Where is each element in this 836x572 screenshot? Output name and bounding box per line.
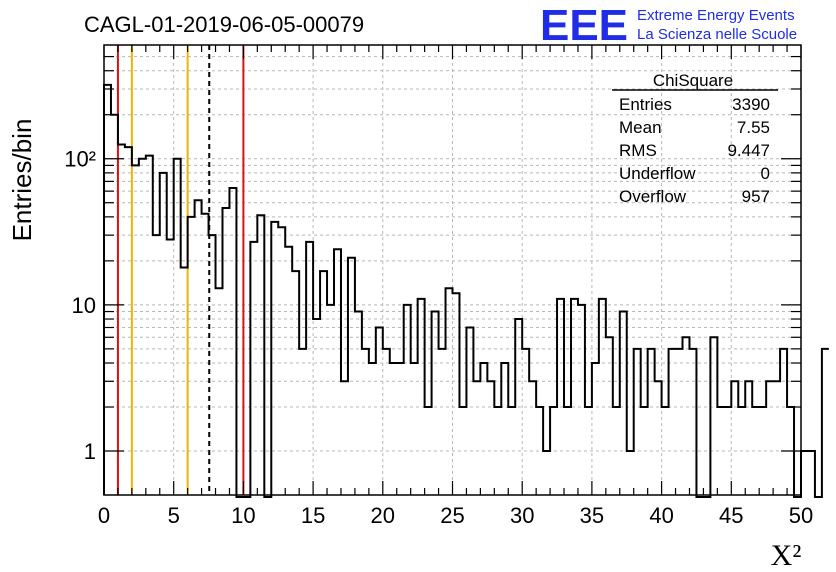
stats-value: 3390 — [732, 95, 770, 114]
y-tick-label: 10 — [72, 293, 96, 318]
stats-box: ChiSquare Entries 3390 Mean 7.55 RMS 9.447 Und… — [612, 71, 778, 206]
stats-title: ChiSquare — [653, 71, 733, 90]
stats-label: Overflow — [619, 187, 687, 206]
stats-value: 957 — [742, 187, 770, 206]
x-tick-label: 30 — [510, 503, 534, 528]
stats-value: 9.447 — [727, 141, 770, 160]
grid — [104, 45, 801, 495]
histogram-line — [103, 83, 829, 498]
y-axis-label: Entries/bin — [7, 119, 37, 242]
stats-label: RMS — [619, 141, 657, 160]
x-tick-label: 0 — [98, 503, 110, 528]
stats-rows: Entries 3390 Mean 7.55 RMS 9.447 Underflow 0 Ove… — [619, 95, 770, 206]
y-tick-labels: 1 10 10² — [64, 147, 96, 464]
x-tick-label: 15 — [301, 503, 325, 528]
plot-title: CAGL-01-2019-06-05-00079 — [84, 12, 364, 37]
x-tick-labels: 0 5 10 15 20 25 30 35 40 45 50 — [98, 503, 813, 528]
logo-line-2: La Scienza nelle Scuole — [637, 26, 797, 43]
y-tick-label: 10² — [64, 147, 96, 172]
x-tick-label: 20 — [371, 503, 395, 528]
x-tick-label: 10 — [231, 503, 255, 528]
x-tick-label: 40 — [649, 503, 673, 528]
y-tick-label: 1 — [84, 439, 96, 464]
x-axis-label: X² — [771, 539, 802, 572]
reference-lines — [116, 45, 245, 495]
x-tick-label: 45 — [719, 503, 743, 528]
stats-label: Mean — [619, 118, 662, 137]
x-tick-label: 35 — [580, 503, 604, 528]
stats-value: 7.55 — [737, 118, 770, 137]
axis-ticks — [103, 45, 802, 495]
eee-logo: EEE Extreme Energy Events La Scienza nel… — [540, 1, 797, 50]
stats-value: 0 — [761, 164, 770, 183]
stats-label: Entries — [619, 95, 672, 114]
x-tick-label: 50 — [789, 503, 813, 528]
x-tick-label: 5 — [168, 503, 180, 528]
x-tick-label: 25 — [440, 503, 464, 528]
logo-line-1: Extreme Energy Events — [637, 7, 795, 24]
logo-mark: EEE — [540, 1, 628, 50]
stats-label: Underflow — [619, 164, 696, 183]
